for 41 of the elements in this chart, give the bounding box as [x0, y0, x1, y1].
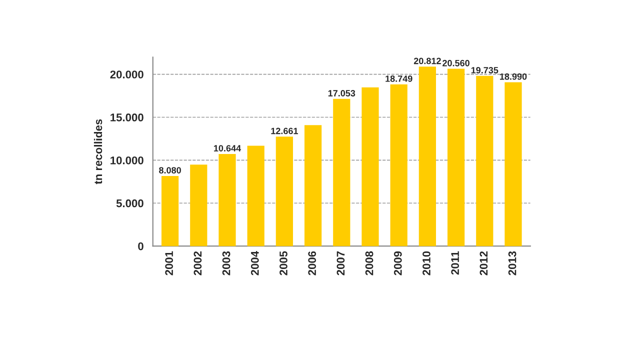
bar [276, 136, 293, 246]
bar [418, 66, 436, 246]
data-label: 18.749 [386, 75, 412, 82]
data-label: 20.560 [442, 60, 470, 66]
data-label: 19.735 [471, 67, 498, 74]
data-label: 12.661 [271, 128, 298, 134]
bar [447, 68, 465, 246]
x-tick-label: 2013 [508, 251, 516, 276]
bar [304, 125, 322, 246]
bar [362, 87, 379, 246]
data-label: 17.053 [328, 90, 356, 96]
y-tick-label: 10.000 [110, 156, 144, 164]
y-tick-label: 5.000 [116, 199, 144, 208]
x-tick-label: 2007 [336, 251, 345, 276]
bar [218, 154, 236, 246]
x-tick-label: 2006 [308, 251, 316, 276]
x-tick-label: 2012 [480, 251, 488, 276]
bar [476, 76, 494, 246]
x-tick-label: 2008 [365, 251, 374, 276]
bar [161, 176, 179, 246]
x-tick-label: 2011 [451, 251, 460, 275]
bar [333, 98, 350, 246]
data-label: 10.644 [214, 145, 241, 152]
bar [390, 84, 408, 246]
x-tick-label: 2001 [165, 251, 174, 276]
x-tick-label: 2010 [422, 251, 430, 276]
bar [504, 82, 522, 246]
y-tick-label: 0 [138, 242, 144, 250]
x-tick-label: 2003 [222, 251, 230, 276]
x-tick-label: 2004 [250, 250, 259, 276]
data-label: 20.812 [414, 58, 441, 64]
x-tick-label: 2005 [280, 251, 288, 276]
x-tick-label: 2002 [194, 251, 202, 276]
x-tick-label: 2009 [394, 251, 402, 276]
data-label: 18.990 [500, 73, 527, 80]
bar [247, 146, 264, 246]
y-axis-title: tn recollides [94, 119, 102, 184]
data-label: 8.080 [159, 167, 181, 174]
y-tick-label: 20.000 [110, 70, 144, 78]
y-tick-label: 15.000 [110, 114, 144, 122]
bar [190, 164, 208, 246]
